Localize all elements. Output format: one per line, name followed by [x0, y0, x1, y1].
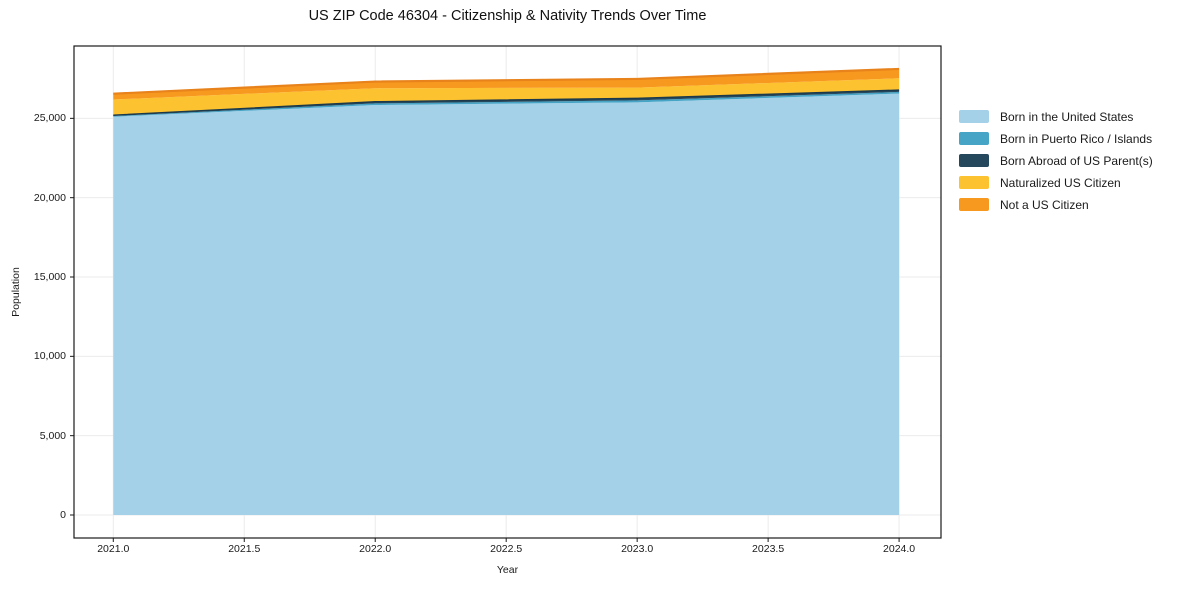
legend-swatch-icon	[959, 198, 989, 211]
legend-swatch-icon	[959, 176, 989, 189]
area-edge-series-4	[113, 67, 900, 95]
legend-label: Born in the United States	[1000, 109, 1134, 124]
x-tick-label: 2024.0	[883, 543, 916, 555]
x-tick-label: 2023.0	[621, 543, 654, 555]
x-tick-label: 2022.5	[490, 543, 523, 555]
legend-item: Born in the United States	[959, 109, 1153, 124]
x-tick-label: 2021.0	[97, 543, 130, 555]
legend-label: Not a US Citizen	[1000, 197, 1089, 212]
legend-label: Naturalized US Citizen	[1000, 175, 1121, 190]
y-tick-label: 0	[60, 508, 66, 521]
y-tick-label: 10,000	[33, 350, 66, 363]
x-tick-label: 2021.5	[228, 543, 261, 555]
legend-swatch-icon	[959, 154, 989, 167]
legend-label: Born in Puerto Rico / Islands	[1000, 131, 1153, 146]
x-tick-label: 2022.0	[359, 543, 392, 555]
y-tick-label: 5,000	[39, 429, 66, 442]
y-tick-label: 25,000	[33, 112, 66, 125]
legend: Born in the United States Born in Puerto …	[959, 110, 1153, 220]
x-axis-label: Year	[496, 564, 519, 576]
legend-item: Born in Puerto Rico / Islands	[959, 131, 1153, 146]
area-series-3	[113, 78, 900, 116]
y-tick-label: 15,000	[33, 271, 66, 283]
legend-swatch-icon	[959, 132, 989, 145]
legend-swatch-icon	[959, 110, 989, 123]
plot-frame	[73, 45, 942, 539]
area-edge-series-2	[113, 89, 900, 116]
legend-item: Born Abroad of US Parent(s)	[959, 153, 1153, 168]
chart-title: US ZIP Code 46304 - Citizenship & Nativi…	[308, 8, 707, 24]
x-tick-label: 2023.5	[752, 543, 785, 555]
legend-item: Naturalized US Citizen	[959, 175, 1153, 190]
y-tick-label: 20,000	[33, 191, 66, 204]
area-series-0	[113, 93, 900, 515]
legend-item: Not a US Citizen	[959, 197, 1153, 212]
legend-label: Born Abroad of US Parent(s)	[1000, 153, 1153, 168]
